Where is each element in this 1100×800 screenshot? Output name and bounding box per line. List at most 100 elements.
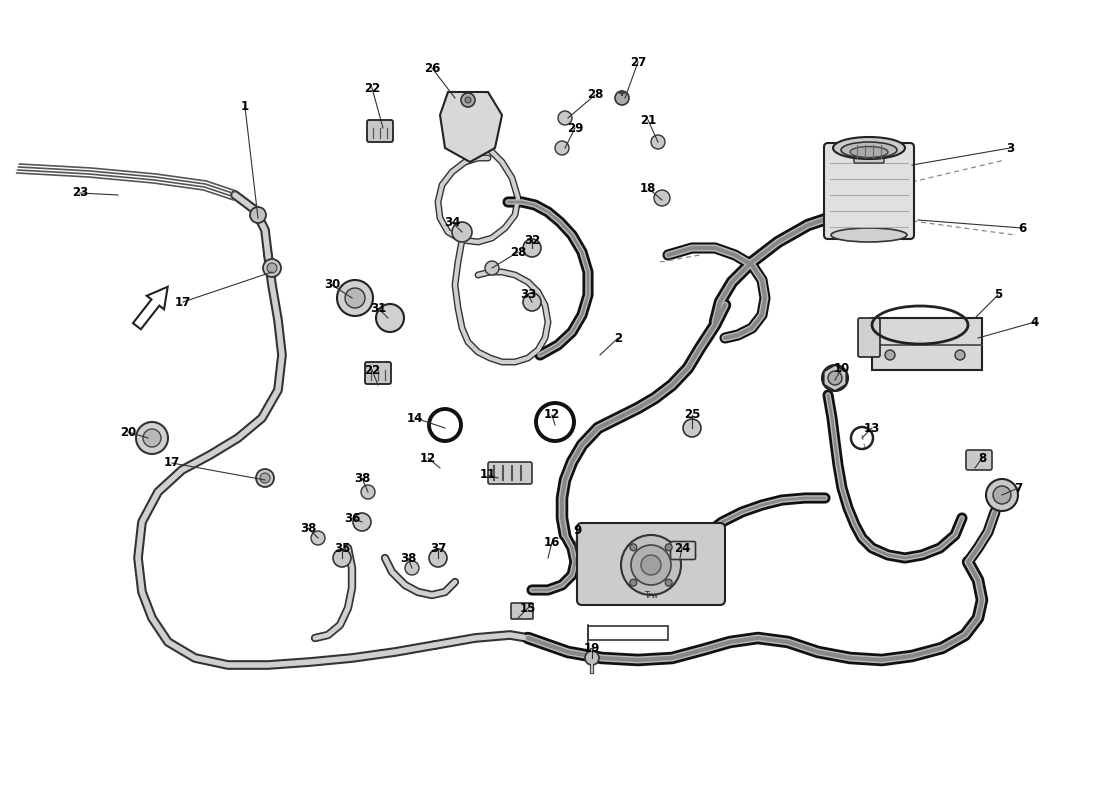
Text: 28: 28 <box>509 246 526 258</box>
FancyBboxPatch shape <box>512 603 534 619</box>
Text: 36: 36 <box>344 511 360 525</box>
Circle shape <box>429 549 447 567</box>
Circle shape <box>666 579 672 586</box>
Text: 23: 23 <box>72 186 88 199</box>
Text: 22: 22 <box>364 82 381 94</box>
Text: 31: 31 <box>370 302 386 314</box>
Text: 24: 24 <box>674 542 690 554</box>
Text: 17: 17 <box>164 457 180 470</box>
Text: 8: 8 <box>978 451 986 465</box>
Circle shape <box>376 304 404 332</box>
Text: 34: 34 <box>443 215 460 229</box>
Text: 25: 25 <box>684 409 701 422</box>
Text: 4: 4 <box>1031 315 1040 329</box>
Text: 14: 14 <box>407 411 424 425</box>
Text: 35: 35 <box>333 542 350 554</box>
Circle shape <box>485 261 499 275</box>
Text: 10: 10 <box>834 362 850 374</box>
Circle shape <box>630 579 637 586</box>
Text: 37: 37 <box>430 542 447 554</box>
Text: 5: 5 <box>994 289 1002 302</box>
Text: 38: 38 <box>300 522 316 534</box>
Text: 6: 6 <box>1018 222 1026 234</box>
Text: 2: 2 <box>614 331 623 345</box>
Text: 27: 27 <box>630 55 646 69</box>
Text: 29: 29 <box>566 122 583 134</box>
Circle shape <box>585 651 600 665</box>
Circle shape <box>143 429 161 447</box>
Text: 7: 7 <box>1014 482 1022 494</box>
Ellipse shape <box>830 228 908 242</box>
Circle shape <box>337 280 373 316</box>
Circle shape <box>822 365 848 391</box>
FancyBboxPatch shape <box>858 318 880 357</box>
Circle shape <box>452 222 472 242</box>
Text: 12: 12 <box>543 409 560 422</box>
Polygon shape <box>440 92 502 162</box>
Circle shape <box>136 422 168 454</box>
Ellipse shape <box>833 137 905 159</box>
Text: 33: 33 <box>520 289 536 302</box>
Circle shape <box>886 350 895 360</box>
Circle shape <box>522 239 541 257</box>
Circle shape <box>828 371 842 385</box>
Circle shape <box>631 545 671 585</box>
Circle shape <box>683 419 701 437</box>
Circle shape <box>651 135 666 149</box>
Text: 9: 9 <box>574 523 582 537</box>
Circle shape <box>641 555 661 575</box>
Circle shape <box>345 288 365 308</box>
Text: 16: 16 <box>543 535 560 549</box>
Text: 15: 15 <box>520 602 536 614</box>
Text: 32: 32 <box>524 234 540 246</box>
Circle shape <box>405 561 419 575</box>
FancyBboxPatch shape <box>365 362 390 384</box>
Text: 38: 38 <box>399 551 416 565</box>
Text: 3: 3 <box>1005 142 1014 154</box>
FancyBboxPatch shape <box>578 523 725 605</box>
Ellipse shape <box>850 146 888 158</box>
Text: 18: 18 <box>640 182 657 194</box>
Circle shape <box>353 513 371 531</box>
Circle shape <box>260 473 270 483</box>
Text: 21: 21 <box>640 114 656 126</box>
Circle shape <box>267 263 277 273</box>
Polygon shape <box>133 286 167 330</box>
Circle shape <box>522 293 541 311</box>
Circle shape <box>556 141 569 155</box>
Circle shape <box>621 535 681 595</box>
Text: 19: 19 <box>584 642 601 654</box>
Circle shape <box>630 544 637 551</box>
Circle shape <box>250 207 266 223</box>
Circle shape <box>666 544 672 551</box>
Circle shape <box>361 485 375 499</box>
FancyBboxPatch shape <box>966 450 992 470</box>
Circle shape <box>955 350 965 360</box>
Circle shape <box>654 190 670 206</box>
Circle shape <box>558 111 572 125</box>
Text: 1: 1 <box>241 101 249 114</box>
Text: 11: 11 <box>480 469 496 482</box>
FancyBboxPatch shape <box>367 120 393 142</box>
Text: 12: 12 <box>420 451 436 465</box>
FancyBboxPatch shape <box>854 147 884 163</box>
Text: 38: 38 <box>354 471 371 485</box>
Circle shape <box>615 91 629 105</box>
Circle shape <box>333 549 351 567</box>
FancyBboxPatch shape <box>824 143 914 239</box>
Ellipse shape <box>842 142 896 158</box>
Text: 20: 20 <box>120 426 136 438</box>
Text: 22: 22 <box>364 363 381 377</box>
FancyBboxPatch shape <box>671 542 695 559</box>
Text: 30: 30 <box>323 278 340 291</box>
FancyBboxPatch shape <box>488 462 532 484</box>
Text: 28: 28 <box>586 89 603 102</box>
Circle shape <box>263 259 280 277</box>
Circle shape <box>311 531 324 545</box>
Circle shape <box>465 97 471 103</box>
Circle shape <box>993 486 1011 504</box>
Text: Trw: Trw <box>644 590 658 599</box>
Circle shape <box>256 469 274 487</box>
Text: 13: 13 <box>864 422 880 434</box>
FancyBboxPatch shape <box>872 318 982 370</box>
